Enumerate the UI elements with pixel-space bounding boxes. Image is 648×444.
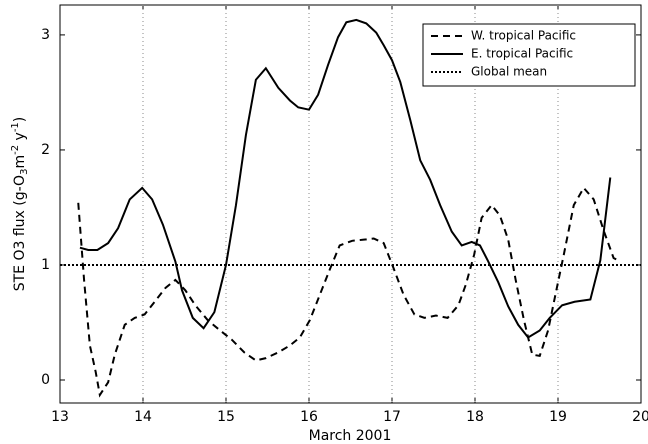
x-tick-label: 18 xyxy=(466,409,484,425)
plot-frame xyxy=(59,4,642,404)
y-axis-label-part: m xyxy=(12,155,28,169)
y-axis-label-part: ) xyxy=(12,117,28,122)
y-axis-label-part: 3 xyxy=(19,169,30,175)
legend-label: Global mean xyxy=(471,65,547,79)
x-tick-label: 14 xyxy=(134,409,152,425)
x-tick-label: 16 xyxy=(300,409,318,425)
x-axis-label: March 2001 xyxy=(309,428,392,444)
y-axis-label-part: y xyxy=(12,132,28,145)
y-tick-label: 0 xyxy=(41,372,50,388)
legend-label: W. tropical Pacific xyxy=(471,29,576,43)
x-tick-label: 15 xyxy=(217,409,235,425)
y-axis-label-part: -2 xyxy=(10,145,21,155)
x-tick-label: 17 xyxy=(383,409,401,425)
series-line xyxy=(79,18,612,339)
y-tick-label: 2 xyxy=(41,142,50,158)
x-tick-label: 19 xyxy=(549,409,567,425)
y-axis-label-part: -1 xyxy=(10,122,21,132)
y-axis-label-part: STE O3 flux (g-O xyxy=(12,175,28,291)
y-tick-label: 1 xyxy=(41,257,50,273)
y-tick-label: 3 xyxy=(41,27,50,43)
legend-label: E. tropical Pacific xyxy=(471,47,573,61)
y-axis-label: STE O3 flux (g-O3m-2 y-1) xyxy=(10,117,30,292)
series-line xyxy=(77,186,621,398)
x-tick-label: 20 xyxy=(632,409,648,425)
x-tick-label: 13 xyxy=(51,409,69,425)
